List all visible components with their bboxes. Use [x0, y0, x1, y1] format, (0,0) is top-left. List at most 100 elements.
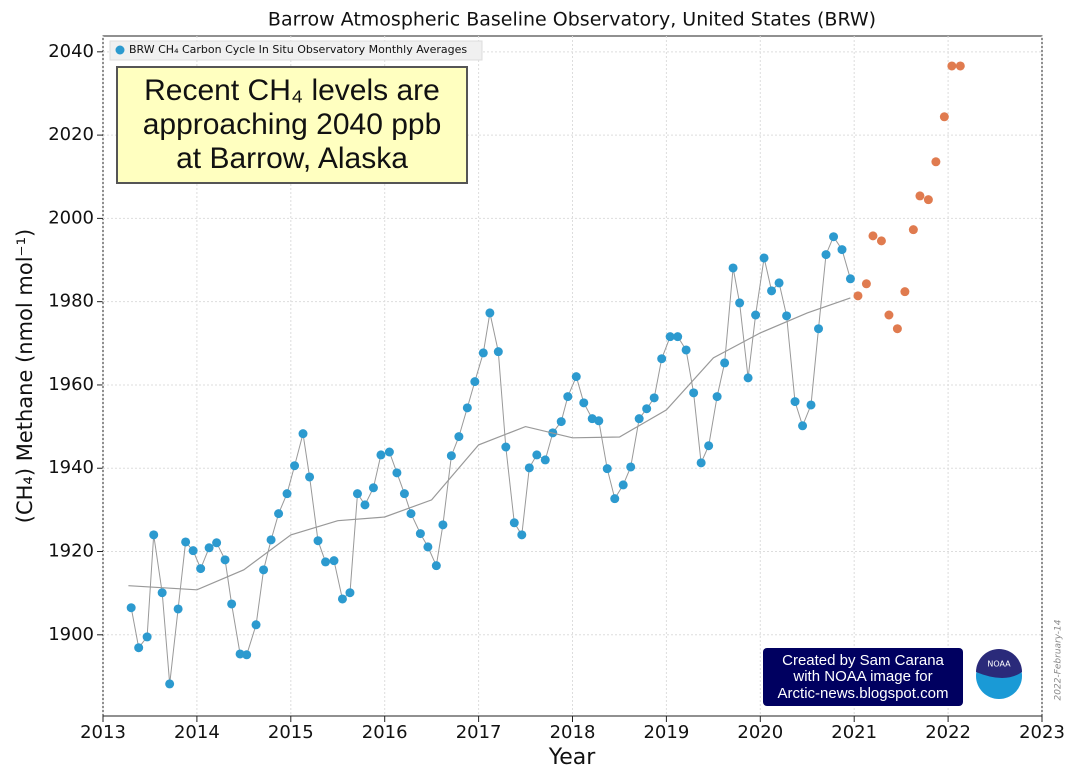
point: [149, 530, 159, 540]
y-axis-label: (CH₄) Methane (nmol mol⁻¹): [13, 229, 37, 523]
y-tick-label: 1900: [48, 624, 94, 645]
point: [665, 332, 675, 342]
x-tick-label: 2016: [362, 722, 408, 743]
point: [470, 377, 480, 387]
point: [321, 557, 331, 567]
point: [923, 195, 933, 205]
credit-line: Arctic-news.blogspot.com: [778, 685, 949, 702]
point: [282, 489, 292, 499]
point: [188, 546, 198, 556]
point: [618, 480, 628, 490]
annotation-line: at Barrow, Alaska: [176, 142, 408, 175]
point: [868, 231, 878, 241]
point: [743, 373, 753, 383]
annotation-box: [116, 66, 468, 184]
point: [493, 347, 503, 357]
point: [563, 392, 573, 402]
point: [806, 400, 816, 410]
legend-box: [109, 40, 483, 61]
point: [908, 225, 918, 235]
point: [798, 421, 808, 431]
point: [181, 537, 191, 547]
point: [900, 287, 910, 297]
point: [634, 414, 644, 424]
point: [626, 462, 636, 472]
point: [313, 536, 323, 546]
credit-line: with NOAA image for: [792, 668, 932, 685]
legend-label: BRW CH₄ Carbon Cycle In Situ Observatory…: [129, 43, 467, 56]
marks: [126, 61, 965, 689]
point: [556, 417, 566, 427]
point: [845, 274, 855, 284]
point: [720, 358, 730, 368]
logo: NOAA: [976, 649, 1022, 699]
x-tick-label: 2018: [550, 722, 596, 743]
point: [454, 432, 464, 442]
point: [915, 191, 925, 201]
point: [266, 535, 276, 545]
x-tick-label: 2022: [925, 722, 971, 743]
point: [446, 451, 456, 461]
point: [345, 588, 355, 598]
point: [235, 649, 245, 659]
y-tick-label: 1920: [48, 541, 94, 562]
y-tick-label: 1940: [48, 457, 94, 478]
point: [298, 429, 308, 439]
y-tick-label: 2000: [48, 207, 94, 228]
point: [517, 530, 527, 540]
point: [384, 447, 394, 457]
credit: Created by Sam Carana with NOAA image fo…: [763, 648, 963, 706]
point: [532, 450, 542, 460]
point: [892, 324, 902, 334]
point: [657, 354, 667, 364]
x-tick-label: 2015: [268, 722, 314, 743]
point: [728, 263, 738, 273]
annotation-line: Recent CH₄ levels are: [144, 74, 440, 107]
point: [594, 416, 604, 426]
point: [642, 404, 652, 414]
y-tick-label: 2020: [48, 124, 94, 145]
point: [767, 286, 777, 296]
credit-box: [763, 648, 963, 706]
annotation-line: approaching 2040 ppb: [143, 108, 442, 141]
point: [689, 388, 699, 398]
logo-text: NOAA: [987, 660, 1011, 669]
point: [939, 112, 949, 122]
credit-line: Created by Sam Carana: [782, 652, 944, 669]
point: [790, 397, 800, 407]
point: [884, 310, 894, 320]
point: [681, 345, 691, 355]
point: [837, 245, 847, 255]
point: [751, 310, 761, 320]
point: [392, 468, 402, 478]
point: [861, 279, 871, 289]
point: [540, 455, 550, 465]
point: [782, 311, 792, 321]
point: [696, 458, 706, 468]
date-stamp: 2022-February-14: [1054, 619, 1064, 700]
point: [509, 518, 519, 528]
point: [337, 594, 347, 604]
point: [126, 603, 136, 613]
point: [853, 291, 863, 301]
point: [305, 472, 315, 482]
point: [274, 509, 284, 519]
x-tick-label: 2013: [80, 722, 126, 743]
point: [406, 509, 416, 519]
point: [431, 561, 441, 571]
point: [759, 253, 769, 263]
point: [134, 643, 144, 653]
x-tick-label: 2019: [643, 722, 689, 743]
point: [947, 61, 957, 71]
point: [259, 565, 269, 575]
point: [955, 61, 965, 71]
point: [649, 393, 659, 403]
point: [712, 392, 722, 402]
point: [415, 529, 425, 539]
point: [821, 250, 831, 260]
point: [196, 564, 206, 574]
trend-line: [128, 297, 851, 591]
point: [485, 308, 495, 318]
point: [774, 278, 784, 288]
